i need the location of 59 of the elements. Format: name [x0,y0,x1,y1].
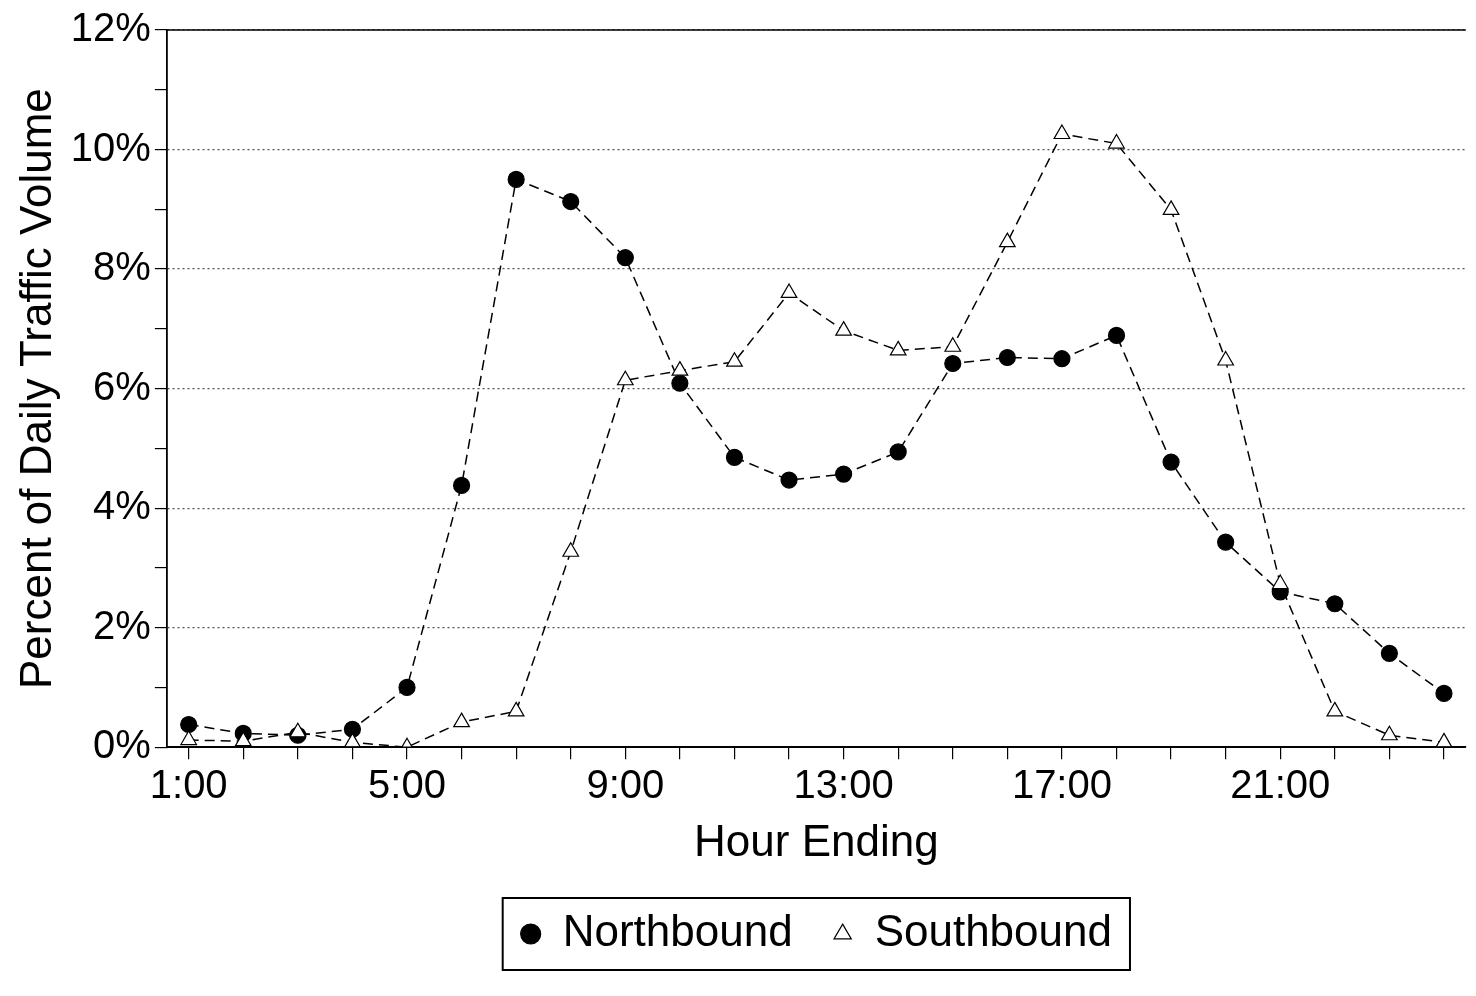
point [889,340,907,356]
y-tick-label: 4% [93,483,151,528]
point [180,730,198,746]
point [453,712,470,728]
point [562,542,580,557]
point [1326,595,1344,613]
y-tick-label: 2% [93,602,151,647]
y-tick-label: 12% [70,5,151,50]
point [1217,533,1235,551]
point [1271,574,1289,590]
x-tick-label: 21:00 [1230,762,1331,807]
point [180,715,198,734]
point [780,283,798,299]
y-axis-title: Percent of Daily Traffic Volume [10,88,60,689]
point [1217,350,1235,366]
point [1381,725,1398,741]
x-tick-label: 13:00 [793,762,894,807]
point [343,720,362,738]
point [1053,350,1071,368]
point [234,731,252,747]
point [1435,684,1453,703]
x-tick-label: 1:00 [149,762,228,807]
y-tick-label: 10% [70,124,151,169]
legend-label: Southbound [874,906,1112,956]
point [1162,453,1180,471]
point [507,701,525,717]
x-axis-title: Hour Ending [694,815,939,865]
point [1107,326,1126,345]
point [1053,124,1071,140]
x-tick-label: 5:00 [368,762,446,807]
y-tick-label: 8% [93,244,151,289]
point [671,374,689,392]
x-tick-label: 17:00 [1011,762,1112,807]
point [671,361,689,376]
point [835,321,853,336]
point [1162,200,1180,215]
point [562,192,580,211]
point [1326,701,1344,717]
point [889,443,907,461]
legend-label: Northbound [562,906,793,956]
point [725,448,744,466]
point [998,232,1016,248]
y-tick-label: 6% [93,363,151,408]
point [616,249,634,267]
point [1380,644,1398,662]
point [452,476,471,495]
point [944,337,962,352]
point [726,352,743,367]
y-tick-label: 0% [93,722,151,767]
point [1108,133,1125,149]
point [944,354,962,373]
point [289,722,307,738]
point [998,348,1016,367]
point [780,471,798,489]
point [507,170,525,189]
point [398,678,416,697]
point [616,370,634,386]
x-tick-label: 9:00 [586,762,665,807]
point [835,465,853,483]
